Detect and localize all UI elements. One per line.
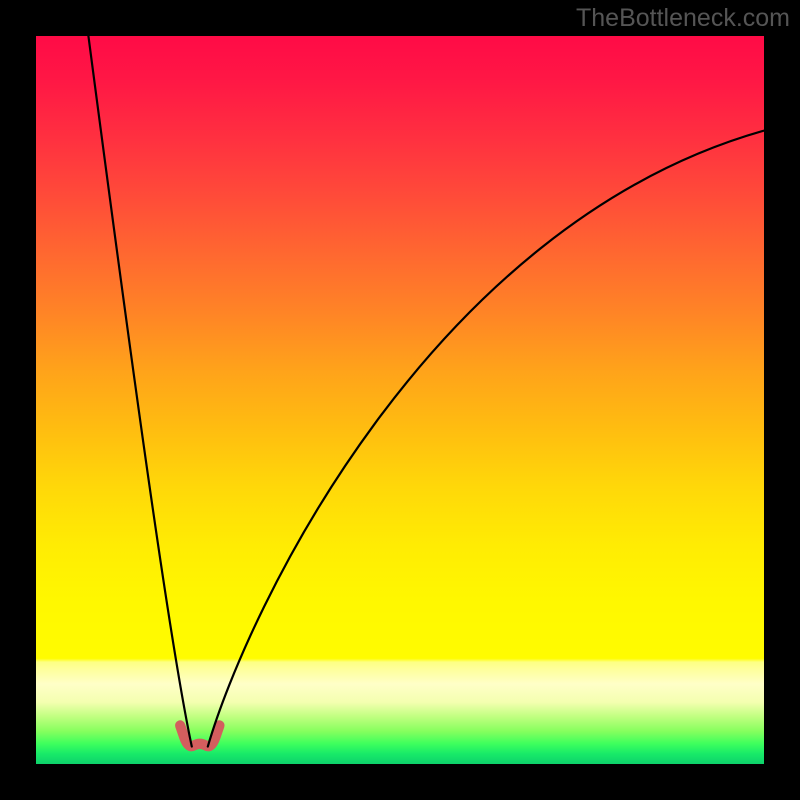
plot-area: [36, 36, 764, 764]
watermark-text: TheBottleneck.com: [576, 4, 790, 33]
chart-stage: TheBottleneck.com: [0, 0, 800, 800]
gradient-background: [36, 36, 764, 764]
